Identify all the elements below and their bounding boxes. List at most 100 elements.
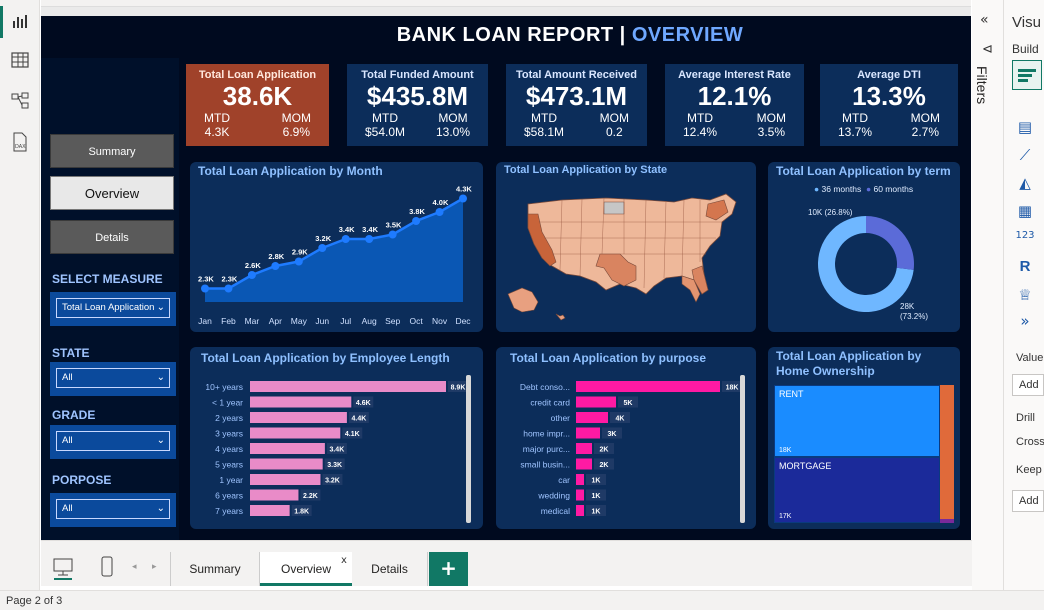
bar bbox=[576, 505, 584, 516]
keep-filters-label[interactable]: Keep bbox=[1016, 464, 1042, 476]
data-label-bg bbox=[324, 458, 345, 470]
data-point bbox=[365, 235, 374, 243]
data-point bbox=[201, 284, 209, 293]
data-label-bg bbox=[348, 412, 369, 423]
status-bar: Page 2 of 3 bbox=[0, 590, 1044, 610]
kpi-title: Average DTI bbox=[857, 69, 921, 81]
donut-label: 28K (73.2%) bbox=[900, 302, 929, 321]
scrollbar[interactable] bbox=[466, 375, 471, 523]
card-icon[interactable]: 123 bbox=[1015, 230, 1035, 241]
model-view-icon[interactable] bbox=[10, 92, 30, 112]
data-label: 18K bbox=[726, 385, 739, 392]
filter-icon[interactable]: ⊲ bbox=[982, 42, 993, 57]
panel-title: Total Loan Application by purpose bbox=[510, 351, 707, 365]
table-view-icon[interactable] bbox=[10, 52, 30, 72]
add-field-button[interactable]: Add bbox=[1012, 374, 1044, 396]
category-label: 4 years bbox=[215, 444, 243, 454]
month-chart-panel[interactable]: Total Loan Application by Month 2.3K Jan 2… bbox=[190, 162, 483, 332]
treemap-mortgage[interactable]: MORTGAGE 17K bbox=[774, 457, 940, 523]
purpose-panel[interactable]: Total Loan Application by purpose Debt c… bbox=[496, 347, 756, 529]
x-tick-label: Aug bbox=[362, 316, 377, 326]
emp-length-panel[interactable]: Total Loan Application by Employee Lengt… bbox=[190, 347, 483, 529]
dax-query-icon[interactable]: DAX bbox=[10, 132, 30, 152]
tab-details[interactable]: Details bbox=[352, 552, 428, 586]
power-automate-icon[interactable]: » bbox=[1020, 312, 1030, 330]
category-label: small busin... bbox=[520, 460, 570, 470]
purpose-value: All bbox=[62, 503, 73, 514]
kpi-mtd-label: MTD bbox=[687, 111, 714, 125]
purpose-dropdown[interactable]: All ⌄ bbox=[50, 493, 176, 527]
kpi-trophy-icon[interactable]: ♕ bbox=[1018, 286, 1032, 304]
data-point bbox=[388, 230, 397, 239]
desktop-view-icon[interactable] bbox=[52, 556, 74, 580]
select-measure-dropdown[interactable]: Total Loan Application ⌄ bbox=[50, 292, 176, 326]
line-chart-icon[interactable]: ⟋ bbox=[1019, 146, 1031, 164]
chevron-down-icon: ⌄ bbox=[156, 503, 165, 514]
category-label: 2 years bbox=[215, 413, 243, 423]
treemap-none[interactable] bbox=[940, 519, 954, 523]
data-label: 4.1K bbox=[345, 431, 360, 438]
kpi-value: $435.8M bbox=[366, 81, 469, 111]
report-view-icon[interactable] bbox=[10, 12, 30, 32]
term-legend: ● 36 months ● 60 months bbox=[814, 184, 913, 194]
data-label: 5K bbox=[624, 400, 633, 407]
tab-scroll-left-icon[interactable]: ◂ bbox=[132, 562, 137, 572]
tab-summary[interactable]: Summary bbox=[170, 552, 260, 586]
chevron-down-icon: ⌄ bbox=[156, 302, 165, 313]
data-label: 4.3K bbox=[456, 185, 472, 194]
category-label: Debt conso... bbox=[520, 382, 570, 392]
data-label-bg bbox=[586, 505, 606, 516]
legend-dot-icon: ● bbox=[865, 184, 872, 194]
data-label: 2.2K bbox=[303, 493, 318, 500]
summary-button[interactable]: Summary bbox=[50, 134, 174, 168]
x-tick-label: May bbox=[291, 316, 308, 326]
area-chart-icon[interactable]: ◭ bbox=[1019, 174, 1031, 192]
kpi-mtd: 13.7% bbox=[838, 125, 873, 139]
data-point bbox=[412, 217, 421, 225]
x-tick-label: Feb bbox=[221, 316, 236, 326]
overview-button[interactable]: Overview bbox=[50, 176, 174, 210]
treemap-rent[interactable]: RENT 18K bbox=[774, 385, 940, 457]
collapse-icon[interactable]: « bbox=[980, 12, 989, 28]
details-button[interactable]: Details bbox=[50, 220, 174, 254]
data-label-bg bbox=[300, 489, 321, 501]
tab-close-icon[interactable]: x bbox=[341, 555, 347, 566]
r-visual-icon[interactable]: R bbox=[1019, 258, 1031, 275]
kpi-total-amount-received[interactable]: Total Amount Received $473.1M MTD $58.1M M… bbox=[506, 64, 647, 146]
data-label-bg bbox=[594, 443, 614, 454]
filters-pane-collapsed[interactable]: « ⊲ Filters bbox=[972, 0, 1004, 590]
data-point bbox=[435, 208, 444, 216]
stacked-bar-visual-icon[interactable] bbox=[1012, 60, 1042, 90]
state-map-panel[interactable]: Total Loan Application by State bbox=[496, 162, 756, 332]
scrollbar[interactable] bbox=[740, 375, 745, 523]
data-label: 3.2K bbox=[315, 234, 331, 243]
data-point bbox=[294, 257, 303, 266]
grade-dropdown[interactable]: All ⌄ bbox=[50, 425, 176, 459]
kpi-average-interest-rate[interactable]: Average Interest Rate 12.1% MTD 12.4% MOM 3… bbox=[665, 64, 804, 146]
treemap-value: 18K bbox=[779, 447, 792, 454]
kpi-total-funded-amount[interactable]: Total Funded Amount $435.8M MTD $54.0M MOM… bbox=[347, 64, 488, 146]
data-label: 3.4K bbox=[362, 225, 378, 234]
matrix-icon[interactable]: ▦ bbox=[1017, 202, 1033, 220]
home-ownership-panel[interactable]: Total Loan Application by Home Ownership… bbox=[768, 347, 960, 529]
x-tick-label: Jun bbox=[315, 316, 329, 326]
kpi-mom-label: MOM bbox=[438, 111, 468, 125]
filters-label[interactable]: Filters bbox=[974, 66, 990, 105]
state-dropdown[interactable]: All ⌄ bbox=[50, 362, 176, 396]
tab-scroll-right-icon[interactable]: ▸ bbox=[152, 562, 157, 572]
add-page-button[interactable]: + bbox=[429, 552, 468, 586]
title-main: BANK LOAN REPORT | bbox=[396, 24, 632, 46]
treemap-other[interactable] bbox=[940, 385, 954, 523]
active-view-indicator bbox=[0, 6, 3, 38]
tab-overview[interactable]: Overview bbox=[260, 552, 352, 586]
add-drillthrough-button[interactable]: Add bbox=[1012, 490, 1044, 512]
term-donut-panel[interactable]: Total Loan Application by term ● 36 mont… bbox=[768, 162, 960, 332]
kpi-title: Average Interest Rate bbox=[678, 69, 791, 81]
kpi-mom-label: MOM bbox=[281, 111, 311, 125]
kpi-total-loan-applications[interactable]: Total Loan Application 38.6K MTD 4.3K MOM 6… bbox=[186, 64, 329, 146]
bar-chart-icon[interactable]: ▤ bbox=[1017, 118, 1033, 136]
cross-report-label[interactable]: Cross bbox=[1016, 436, 1044, 448]
build-label[interactable]: Build bbox=[1012, 42, 1039, 56]
kpi-average-dti[interactable]: Average DTI 13.3% MTD 13.7% MOM 2.7% bbox=[820, 64, 958, 146]
mobile-view-icon[interactable] bbox=[100, 556, 114, 578]
